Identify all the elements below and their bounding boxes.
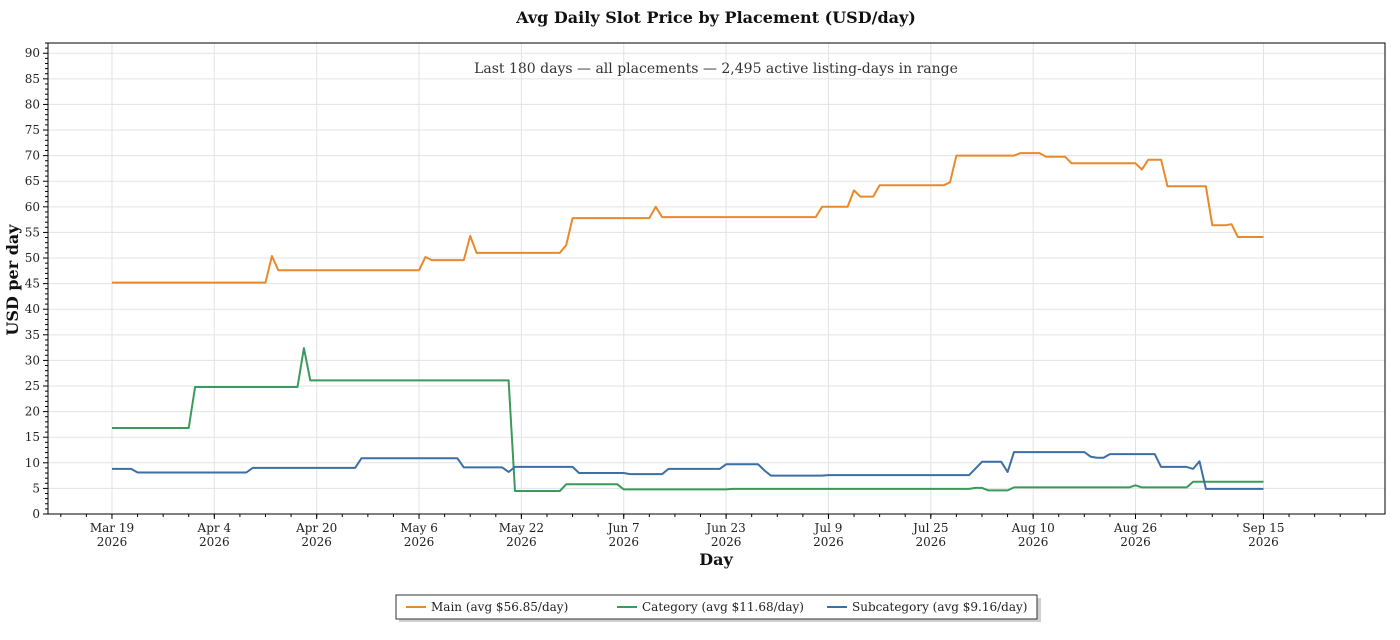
y-tick-label: 45 [25,277,40,291]
y-tick-label: 30 [25,353,40,367]
x-tick-label: Aug 10 2026 [1011,521,1055,549]
y-tick-label: 15 [25,430,40,444]
y-tick-label: 60 [25,200,40,214]
x-axis-label: Day [699,550,733,569]
x-tick-label: May 6 2026 [400,521,438,549]
series-lines [112,152,1264,492]
series-line-3 [112,451,1264,490]
x-tick-label: Apr 20 2026 [295,521,337,549]
x-tick-label: Jul 25 2026 [911,521,948,549]
x-tick-label: Jul 9 2026 [813,521,844,549]
y-tick-label: 75 [25,123,40,137]
y-tick-label: 55 [25,225,40,239]
y-axis: 0 5 10 15 20 25 30 35 40 45 50 55 60 65 70 75 80 85 90 [25,42,48,521]
y-tick-label: 50 [25,251,40,265]
legend-label-1: Main (avg $56.85/day) [431,600,568,614]
legend-label-3: Subcategory (avg $9.16/day) [852,600,1027,614]
y-tick-label: 25 [25,379,40,393]
x-axis: Mar 19 2026 Apr 4 2026 Apr 20 2026 May 6 2026 Ma… [60,514,1367,549]
x-tick-label: Mar 19 2026 [90,521,134,549]
grid [48,43,1385,515]
chart-annotation: Last 180 days — all placements — 2,495 a… [474,61,958,77]
x-tick-label: May 22 2026 [499,521,544,549]
y-tick-label: 20 [25,405,40,419]
chart-title: Avg Daily Slot Price by Placement (USD/d… [515,8,916,27]
x-tick-label: Jun 23 2026 [704,521,745,549]
x-tick-label: Sep 15 2026 [1242,521,1284,549]
x-tick-label: Apr 4 2026 [197,521,232,549]
y-tick-label: 65 [25,174,40,188]
x-tick-label: Jun 7 2026 [606,521,640,549]
y-tick-label: 80 [25,97,40,111]
y-tick-label: 90 [25,46,40,60]
series-line-1 [112,152,1264,284]
y-tick-label: 85 [25,72,40,86]
y-tick-label: 70 [25,149,40,163]
y-tick-label: 40 [25,302,40,316]
series-line-2 [112,347,1264,492]
y-tick-label: 10 [25,456,40,470]
y-tick-label: 35 [25,328,40,342]
legend: Main (avg $56.85/day) Category (avg $11.6… [395,594,1041,622]
legend-box [395,594,1038,620]
plot-frame [47,42,1386,515]
legend-label-2: Category (avg $11.68/day) [642,600,804,614]
y-tick-label: 0 [32,507,40,521]
y-axis-label: USD per day [3,224,22,336]
y-tick-label: 5 [32,481,40,495]
x-tick-label: Aug 26 2026 [1113,521,1157,549]
